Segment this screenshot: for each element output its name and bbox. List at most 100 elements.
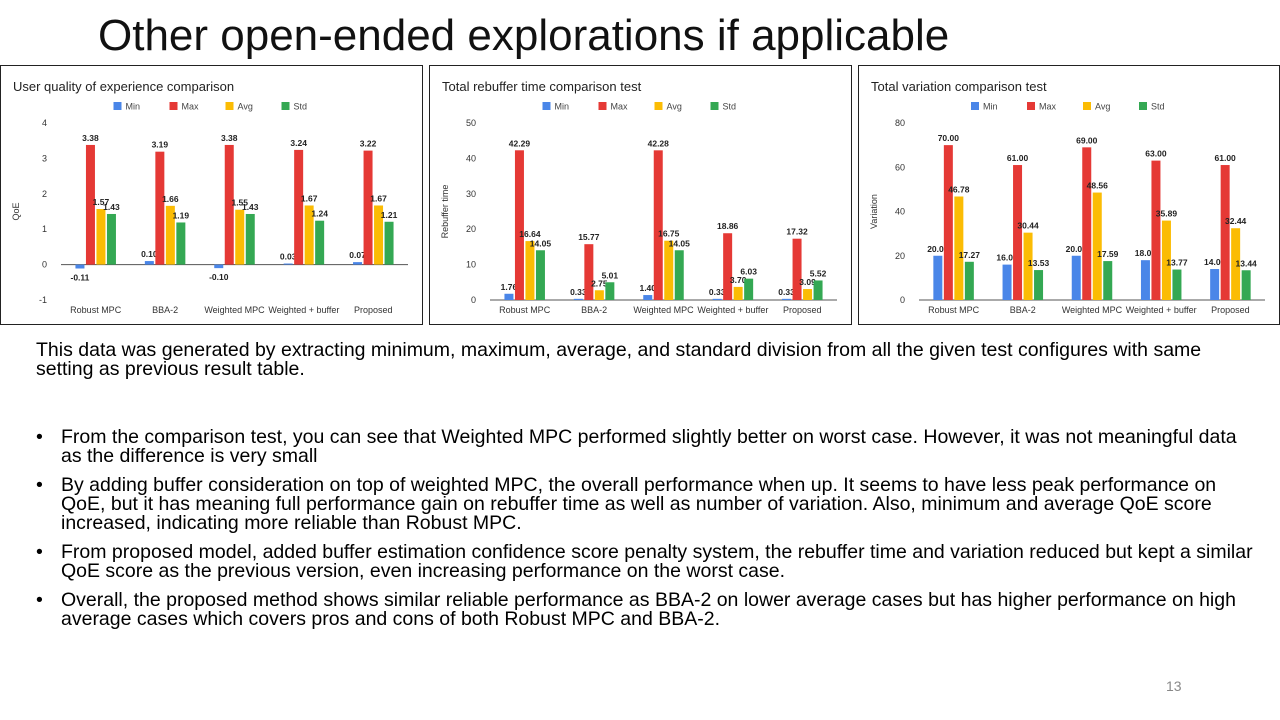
- data-label: 0.33: [778, 287, 795, 297]
- bar-std: [1172, 269, 1182, 300]
- data-label: 61.00: [1007, 153, 1029, 163]
- data-label: 1.19: [173, 210, 190, 220]
- y-tick-label: 40: [466, 153, 476, 163]
- bar-max: [294, 149, 304, 265]
- y-tick-label: 80: [895, 118, 905, 128]
- legend-label: Std: [294, 102, 308, 112]
- bar-avg: [235, 209, 245, 265]
- data-label: 13.44: [1236, 258, 1258, 268]
- data-label: 42.29: [509, 138, 531, 148]
- bar-min: [782, 298, 792, 300]
- bar-min: [283, 263, 293, 265]
- legend-label: Avg: [1095, 102, 1110, 112]
- bar-std: [605, 282, 615, 300]
- data-label: 3.09: [799, 277, 816, 287]
- bullet-text: Overall, the proposed method shows simil…: [61, 589, 1236, 630]
- bar-std: [245, 213, 255, 265]
- bar-max: [224, 144, 234, 265]
- legend-label: Std: [1151, 102, 1165, 112]
- variation-chart-svg: Total variation comparison test Min Max Avg…: [869, 79, 1265, 315]
- bar-max: [1220, 165, 1230, 300]
- bar-avg: [1023, 232, 1033, 300]
- legend-label: Max: [1039, 102, 1057, 112]
- data-label: 13.77: [1166, 258, 1188, 268]
- data-label: -0.11: [70, 272, 89, 282]
- data-label: 30.44: [1017, 221, 1039, 231]
- bar-min: [1210, 269, 1220, 300]
- legend-label: Min: [126, 102, 141, 112]
- data-label: 1.57: [93, 197, 110, 207]
- y-tick-label: 20: [466, 224, 476, 234]
- bar-std: [176, 222, 186, 265]
- data-label: 20.00: [1066, 244, 1088, 254]
- legend-label: Avg: [238, 102, 253, 112]
- data-label: 0.07: [349, 250, 366, 260]
- y-axis-label: Rebuffer time: [440, 185, 450, 239]
- bar-min: [353, 262, 363, 265]
- bar-max: [363, 150, 373, 265]
- data-label: 1.24: [311, 209, 328, 219]
- legend-swatch: [542, 102, 551, 110]
- bar-min: [1071, 255, 1081, 300]
- bar-avg: [304, 205, 314, 265]
- bar-min: [1140, 260, 1150, 300]
- variation-chart: Total variation comparison test Min Max Avg…: [858, 65, 1280, 325]
- qoe-chart: User quality of experience comparison Min…: [0, 65, 423, 325]
- y-tick-label: 0: [900, 295, 905, 305]
- data-label: 1.67: [301, 193, 318, 203]
- bullet-glyph: •: [36, 426, 43, 448]
- bar-max: [792, 238, 802, 300]
- chart-title: Total rebuffer time comparison test: [442, 79, 642, 94]
- bar-std: [315, 220, 325, 265]
- legend-swatch: [1139, 102, 1147, 110]
- data-label: 16.75: [658, 229, 680, 239]
- bullet-glyph: •: [36, 541, 43, 563]
- legend-swatch: [1083, 102, 1091, 110]
- data-label: 3.22: [360, 139, 377, 149]
- bar-max: [514, 150, 524, 300]
- y-tick-label: 20: [895, 251, 905, 261]
- legend-label: Avg: [667, 102, 682, 112]
- bar-std: [813, 280, 823, 300]
- y-tick-label: 4: [42, 118, 47, 128]
- x-tick-label: Proposed: [783, 305, 822, 315]
- bullet-glyph: •: [36, 589, 43, 611]
- bullet-glyph: •: [36, 474, 43, 496]
- legend-swatch: [281, 102, 290, 110]
- y-axis-label: Variation: [869, 194, 879, 229]
- data-label: 5.52: [810, 268, 827, 278]
- y-tick-label: 0: [471, 295, 476, 305]
- data-label: 16.64: [519, 229, 541, 239]
- bar-max: [85, 144, 95, 265]
- y-tick-label: 30: [466, 189, 476, 199]
- x-tick-label: BBA-2: [152, 305, 178, 315]
- slide-title: Other open-ended explorations if applica…: [98, 11, 950, 60]
- data-label: 5.01: [602, 270, 619, 280]
- bar-min: [144, 261, 154, 265]
- bullet-text: By adding buffer consideration on top of…: [61, 474, 1217, 534]
- data-label: 32.44: [1225, 216, 1247, 226]
- bar-min: [75, 264, 85, 269]
- data-label: 20.00: [927, 244, 949, 254]
- data-label: 14.05: [530, 238, 552, 248]
- x-tick-label: Robust MPC: [70, 305, 122, 315]
- bullet-item: • From proposed model, added buffer estim…: [36, 541, 1256, 581]
- data-label: 18.86: [717, 221, 739, 231]
- bar-min: [214, 264, 224, 269]
- bar-avg: [96, 209, 106, 265]
- bar-min: [573, 298, 583, 300]
- bar-min: [933, 255, 943, 300]
- x-tick-label: Weighted + buffer: [697, 305, 768, 315]
- y-tick-label: 2: [42, 189, 47, 199]
- data-label: 1.40: [639, 283, 656, 293]
- legend-label: Min: [555, 102, 570, 112]
- data-label: 17.32: [786, 227, 808, 237]
- y-tick-label: 3: [42, 153, 47, 163]
- data-label: 48.56: [1087, 181, 1109, 191]
- y-tick-label: 1: [42, 224, 47, 234]
- rebuffer-chart-svg: Total rebuffer time comparison test Min Ma…: [440, 79, 837, 315]
- bar-avg: [1161, 220, 1171, 300]
- x-tick-label: Weighted MPC: [204, 305, 265, 315]
- data-label: 1.67: [370, 193, 387, 203]
- bar-avg: [733, 286, 743, 300]
